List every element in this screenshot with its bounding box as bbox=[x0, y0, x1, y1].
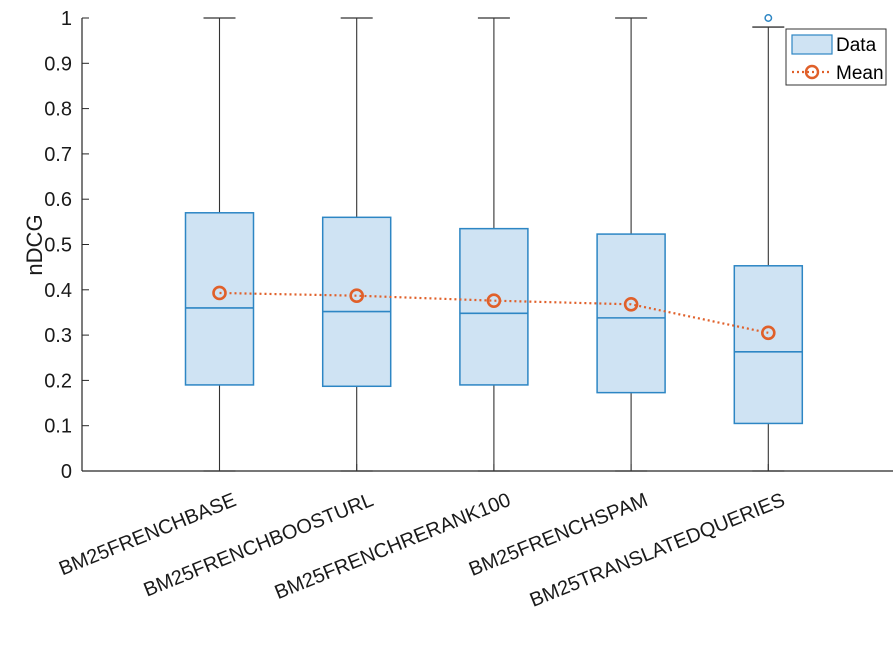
y-axis-title: nDCG bbox=[22, 214, 47, 275]
y-tick-label: 1 bbox=[61, 8, 72, 30]
x-category-label: BM25FRENCHBOOSTURL bbox=[141, 489, 377, 601]
y-tick-label: 0.1 bbox=[44, 416, 72, 438]
x-category-label: BM25TRANSLATEDQUERIES bbox=[527, 489, 788, 612]
y-tick-label: 0.5 bbox=[44, 235, 72, 257]
y-tick-label: 0.6 bbox=[44, 189, 72, 211]
legend-mean-label: Mean bbox=[836, 63, 884, 84]
y-tick-label: 0.8 bbox=[44, 99, 72, 121]
mean-line bbox=[219, 291, 769, 334]
outlier-point bbox=[764, 14, 773, 22]
legend-mean-marker bbox=[804, 64, 820, 80]
y-axis-ticks: 0 0.1 0.2 0.3 0.4 0.5 0.6 0.7 0.8 0.9 1 bbox=[44, 8, 89, 483]
box bbox=[596, 233, 666, 394]
x-category-label: BM25FRENCHRERANK100 bbox=[272, 489, 514, 604]
y-tick-label: 0.7 bbox=[44, 144, 72, 166]
legend-data-swatch bbox=[791, 34, 833, 55]
mean-marker bbox=[212, 285, 227, 301]
mean-series bbox=[212, 285, 776, 341]
mean-marker bbox=[486, 293, 502, 308]
legend-data-label: Data bbox=[836, 35, 877, 56]
box-group bbox=[184, 14, 804, 472]
mean-marker bbox=[349, 288, 365, 303]
y-tick-label: 0.4 bbox=[44, 280, 72, 302]
legend: Data Mean bbox=[785, 28, 887, 86]
y-tick-label: 0.2 bbox=[44, 370, 72, 392]
box bbox=[733, 265, 804, 425]
x-axis-category-labels: BM25FRENCHBASEBM25FRENCHBOOSTURLBM25FREN… bbox=[56, 489, 788, 612]
mean-marker bbox=[623, 296, 639, 312]
mean-marker bbox=[760, 325, 776, 341]
y-tick-label: 0.3 bbox=[44, 325, 72, 347]
y-tick-label: 0 bbox=[61, 461, 72, 483]
y-tick-label: 0.9 bbox=[44, 53, 72, 75]
